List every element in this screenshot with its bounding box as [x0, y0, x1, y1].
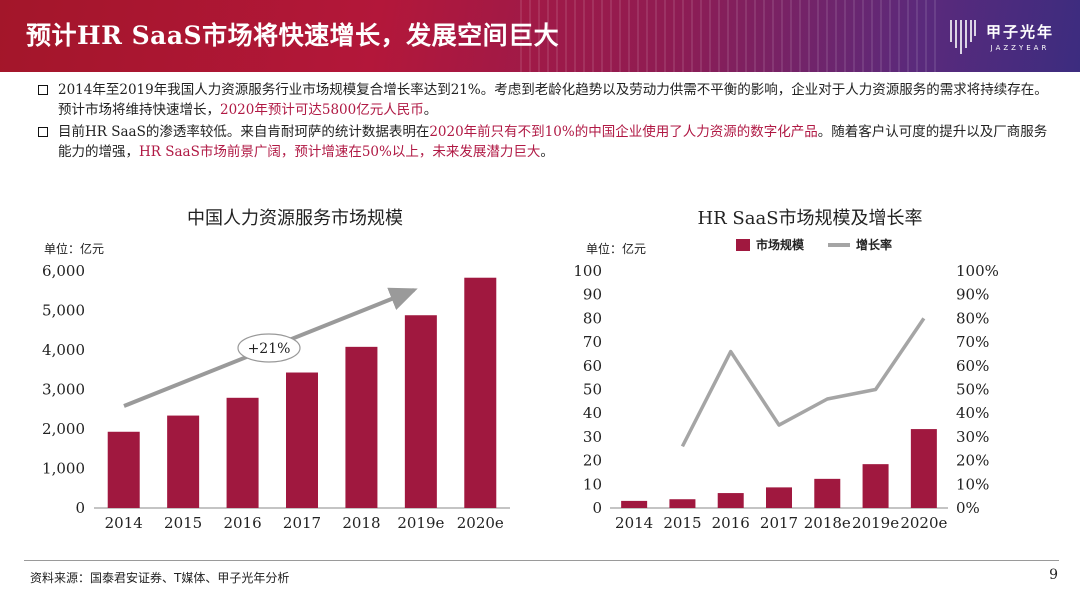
bullet-highlight: 2020年预计可达5800亿元人民币	[220, 102, 424, 118]
y-tick-label-right: 30%	[956, 428, 989, 446]
x-tick-label: 2015	[164, 514, 202, 532]
logo-name-cn: 甲子光年	[985, 22, 1054, 41]
bullet-text: 。随着客户认可度的提升以及厂商服务能力的增强，	[58, 124, 1048, 160]
bar	[404, 315, 437, 508]
bullet-highlight: HR SaaS市场前景广阔，预计增速在50%以上，未来发展潜力巨大	[139, 144, 541, 160]
x-tick-label: 2019e	[397, 514, 444, 532]
y-tick-label-left: 50	[583, 381, 602, 399]
x-tick-label: 2018	[342, 514, 380, 532]
growth-bubble	[237, 333, 301, 363]
summary-bullets: 2014年至2019年我国人力资源服务行业市场规模复合增长率达到21%。考虑到老…	[38, 80, 1058, 164]
x-tick-label: 2017	[283, 514, 321, 532]
bar	[814, 478, 841, 508]
bar	[345, 346, 378, 508]
y-tick-label-left: 30	[583, 428, 602, 446]
footer-divider	[24, 560, 1059, 561]
y-tick-label-left: 40	[583, 404, 602, 422]
y-tick-label: 1,000	[42, 460, 85, 478]
x-tick-label: 2017	[760, 514, 798, 532]
y-tick-label-right: 50%	[956, 381, 989, 399]
brand-logo: 甲子光年 JAZZYEAR	[948, 14, 1054, 58]
left-chart-title: 中国人力资源服务市场规模	[187, 208, 403, 229]
source-note: 资料来源：国泰君安证券、T媒体、甲子光年分析	[30, 571, 290, 585]
bullet-text: 目前HR SaaS的渗透率较低。来自肯耐珂萨的统计数据表明在	[58, 124, 430, 140]
bar	[286, 372, 318, 508]
bar	[766, 487, 792, 508]
x-tick-label: 2020e	[457, 514, 504, 532]
page-number: 9	[1049, 567, 1058, 583]
y-tick-label-left: 60	[583, 357, 602, 375]
bar	[717, 493, 744, 508]
bullet-text: 。	[540, 144, 554, 160]
bar	[464, 277, 497, 508]
logo-icon	[950, 20, 976, 54]
y-tick-label-right: 80%	[956, 309, 989, 327]
y-tick-label-right: 10%	[956, 475, 989, 493]
y-tick-label-left: 0	[592, 499, 602, 517]
y-tick-label: 3,000	[42, 381, 85, 399]
legend-bar-swatch	[736, 238, 750, 251]
right-chart-legend: 市场规模 增长率	[736, 236, 892, 253]
x-tick-label: 2016	[712, 514, 750, 532]
bullet-item: 2014年至2019年我国人力资源服务行业市场规模复合增长率达到21%。考虑到老…	[38, 80, 1058, 120]
x-tick-label: 2019e	[852, 514, 899, 532]
right-chart-unit: 单位：亿元	[586, 242, 647, 256]
page-title: 预计HR SaaS市场将快速增长，发展空间巨大	[26, 21, 560, 50]
bar	[910, 429, 937, 508]
left-chart-unit: 单位：亿元	[44, 242, 105, 256]
bar	[669, 499, 696, 508]
y-tick-label: 0	[75, 499, 85, 517]
bullet-text: 。	[423, 102, 438, 118]
bar	[862, 464, 889, 508]
growth-rate-line	[680, 317, 926, 448]
y-tick-label-right: 70%	[956, 333, 989, 351]
right-chart-title: HR SaaS市场规模及增长率	[697, 208, 923, 229]
right-chart: 0 10 20 30 40 50 60 70 80 90 100 0% 10% 20% 30% 40% 50% 6…	[573, 262, 999, 532]
y-tick-label-left: 100	[573, 262, 602, 280]
x-tick-label: 2014	[615, 514, 653, 532]
y-tick-label: 6,000	[42, 262, 85, 280]
bullet-item: 目前HR SaaS的渗透率较低。来自肯耐珂萨的统计数据表明在2020年前只有不到…	[38, 122, 1058, 162]
header-banner: 预计HR SaaS市场将快速增长，发展空间巨大 甲子光年 JAZZYEAR	[0, 0, 1080, 72]
y-tick-label-left: 70	[583, 333, 602, 351]
bullet-text: 2014年至2019年我国人力资源服务行业市场规模复合增长率达到21%。考虑到老…	[58, 82, 1048, 118]
y-tick-label-left: 90	[583, 286, 602, 304]
x-tick-label: 2020e	[900, 514, 947, 532]
y-tick-label-right: 0%	[956, 499, 980, 517]
bullet-highlight: 2020年前只有不到10%的中国企业使用了人力资源的数字化产品	[429, 124, 818, 140]
growth-annotation: +21%	[248, 341, 291, 357]
x-tick-label: 2015	[663, 514, 701, 532]
y-tick-label-right: 100%	[956, 262, 999, 280]
header-decoration	[520, 0, 940, 72]
legend-line-swatch	[828, 242, 851, 247]
y-tick-label-right: 60%	[956, 357, 989, 375]
y-tick-label: 4,000	[42, 341, 85, 359]
y-tick-label-left: 20	[583, 452, 602, 470]
bar	[167, 415, 200, 508]
left-chart: 0 1,000 2,000 3,000 4,000 5,000 6,000 2014 2015 2…	[42, 262, 510, 532]
bar	[621, 500, 648, 508]
bar	[226, 397, 259, 508]
bullet-box-icon	[38, 85, 48, 95]
bullet-box-icon	[38, 127, 48, 137]
y-tick-label-right: 90%	[956, 286, 989, 304]
x-tick-label: 2018e	[804, 514, 851, 532]
y-tick-label-left: 10	[583, 475, 602, 493]
x-tick-label: 2016	[223, 514, 261, 532]
bar	[107, 431, 140, 508]
y-tick-label: 5,000	[42, 302, 85, 320]
legend-label: 增长率	[856, 238, 893, 252]
x-tick-label: 2014	[105, 514, 143, 532]
y-tick-label-left: 80	[583, 309, 602, 327]
y-tick-label-right: 40%	[956, 404, 989, 422]
y-tick-label: 2,000	[42, 420, 85, 438]
y-tick-label-right: 20%	[956, 452, 989, 470]
legend-label: 市场规模	[756, 238, 805, 252]
logo-name-en: JAZZYEAR	[990, 43, 1050, 52]
